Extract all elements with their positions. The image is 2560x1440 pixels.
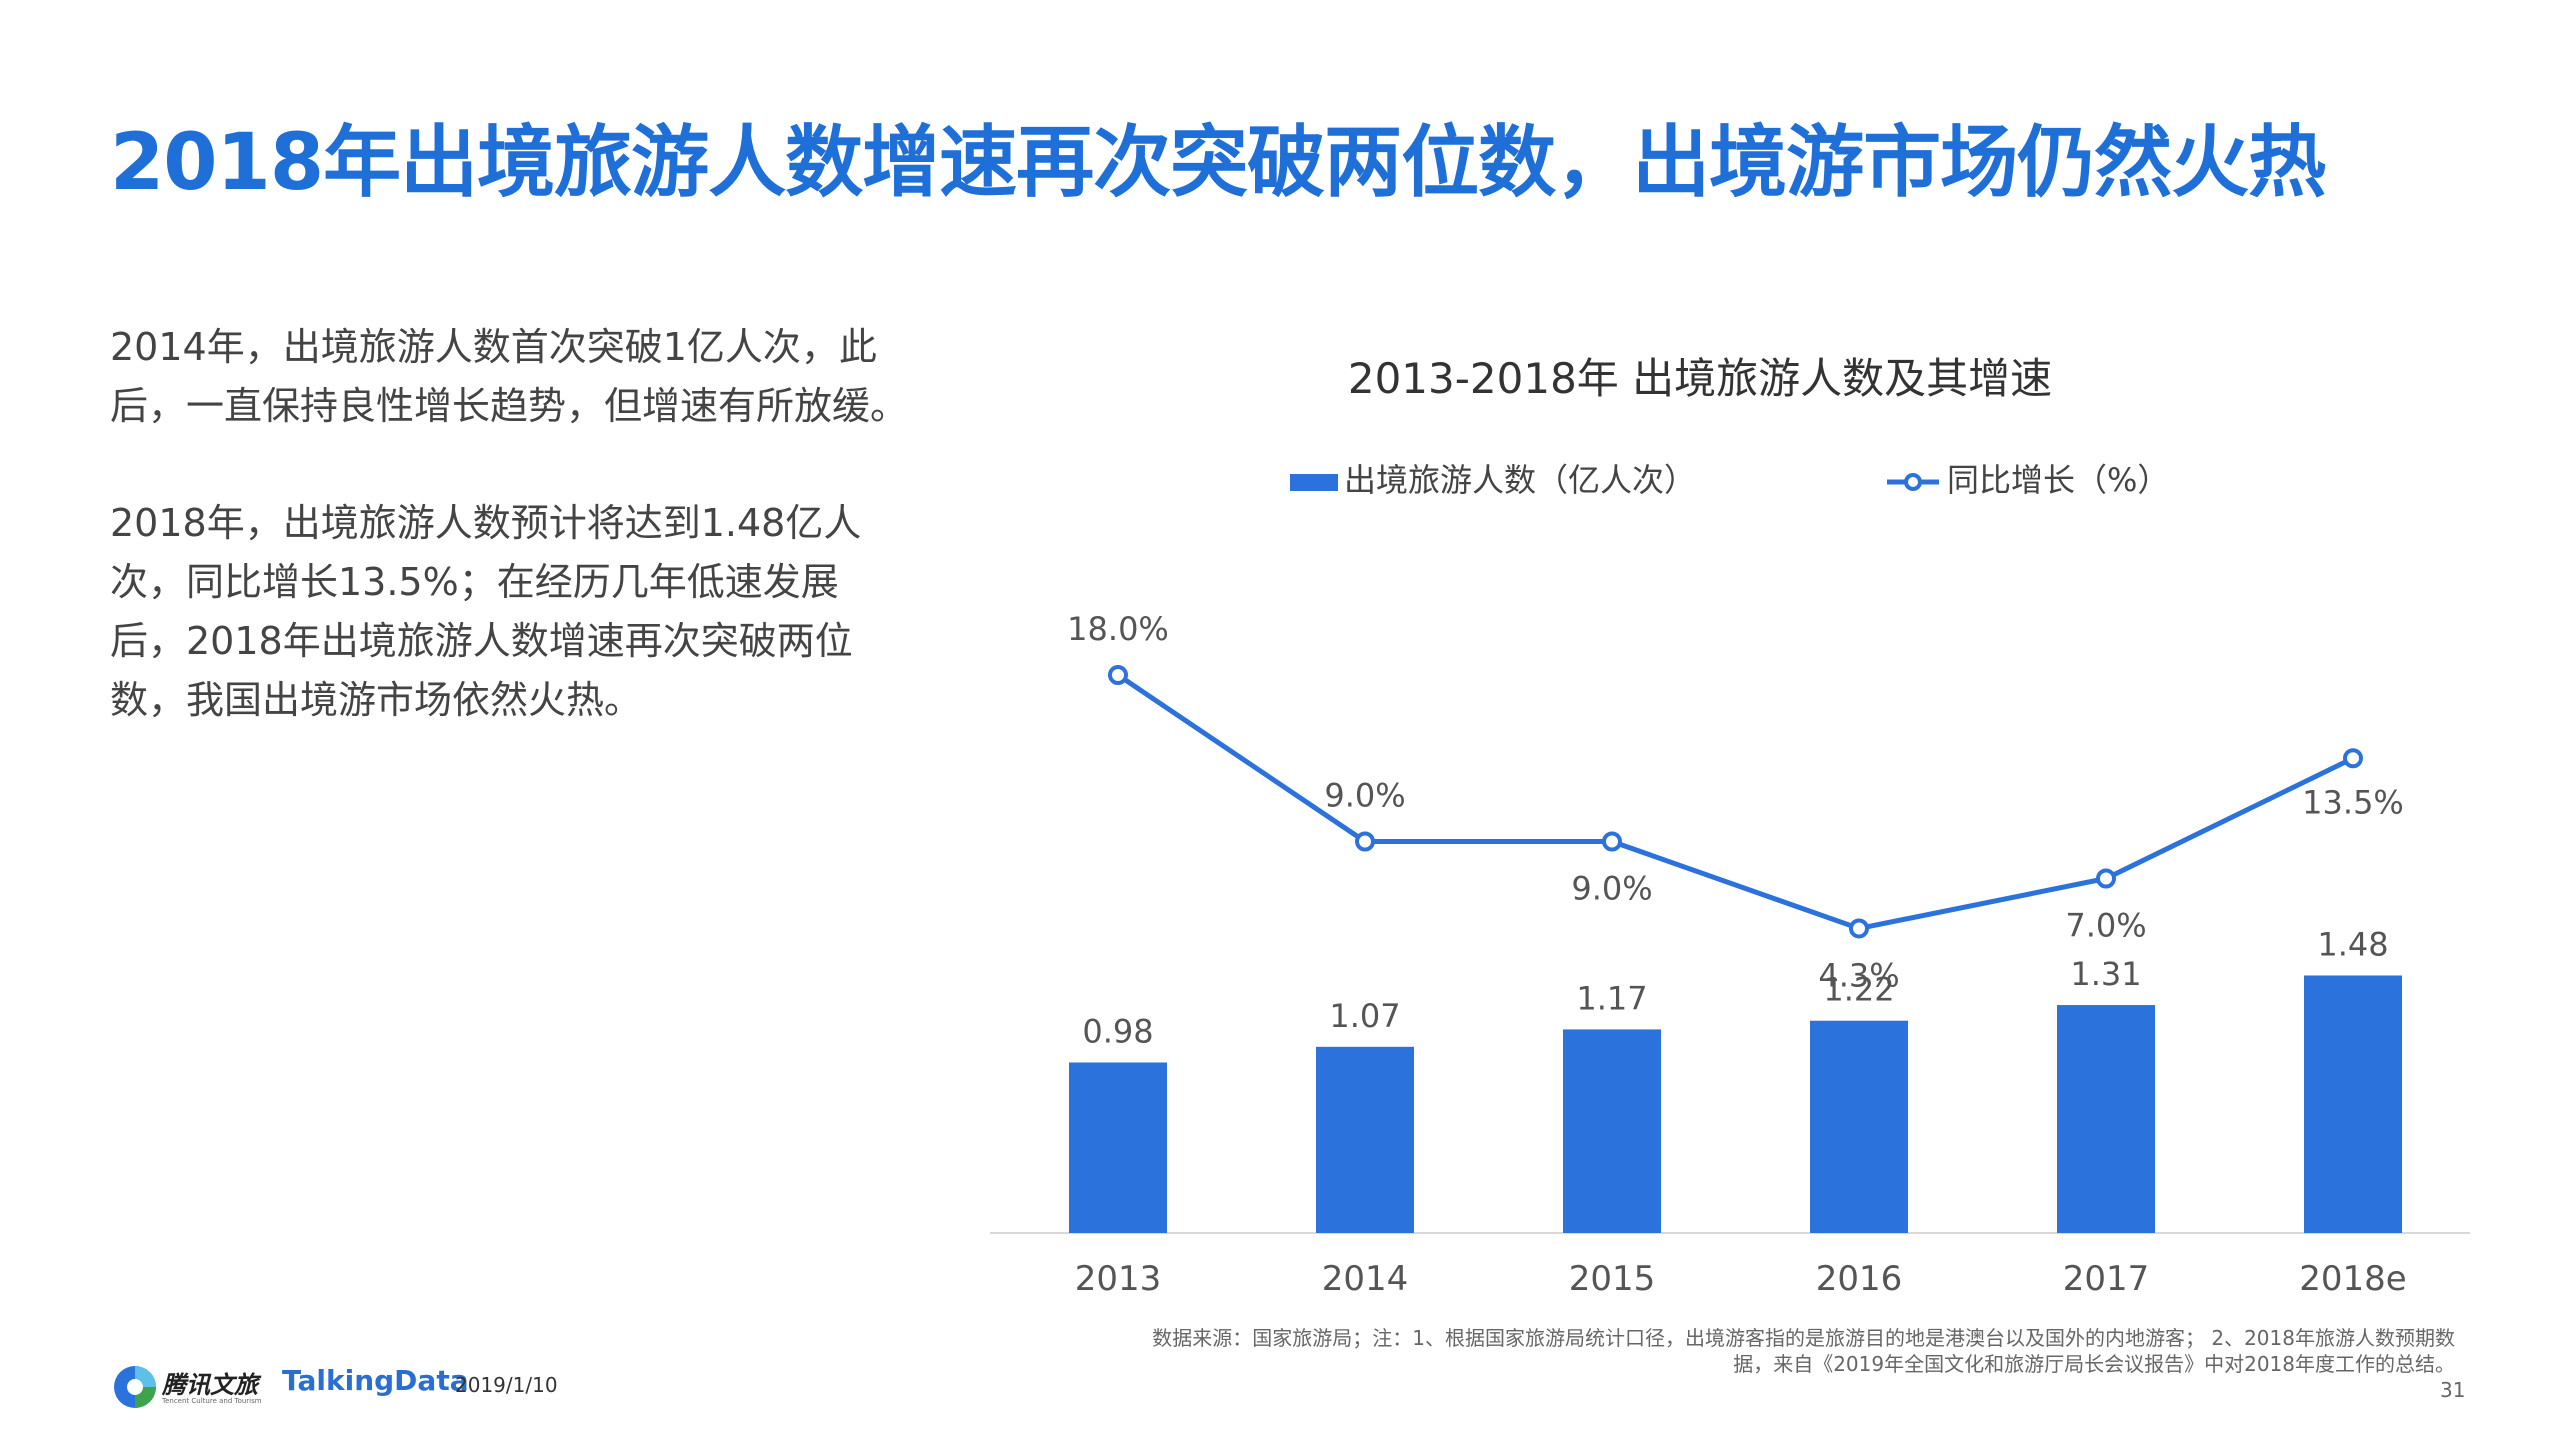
growth-point bbox=[2343, 748, 2363, 769]
bar-value-label: 1.22 bbox=[1823, 971, 1894, 1009]
page-title: 2018年出境旅游人数增速再次突破两位数，出境游市场仍然火热 bbox=[110, 118, 2326, 208]
x-tick-label: 2014 bbox=[1322, 1259, 1409, 1299]
growth-value-label: 13.5% bbox=[2302, 783, 2404, 821]
growth-value-label: 4.3% bbox=[1818, 956, 1899, 994]
bar-value-label: 0.98 bbox=[1082, 1012, 1153, 1050]
brand-talkingdata: TalkingData bbox=[282, 1364, 469, 1397]
growth-point bbox=[1602, 831, 1622, 852]
x-tick-label: 2018e bbox=[2299, 1259, 2406, 1299]
bar bbox=[1069, 1062, 1167, 1233]
x-tick-label: 2015 bbox=[1569, 1259, 1656, 1299]
legend-line-label: 同比增长（%） bbox=[1947, 461, 2170, 499]
paragraph-2: 2018年，出境旅游人数预计将达到1.48亿人次，同比增长13.5%；在经历几年… bbox=[110, 501, 862, 722]
legend-bar-label: 出境旅游人数（亿人次） bbox=[1344, 461, 1697, 499]
bar-value-label: 1.17 bbox=[1576, 979, 1647, 1017]
body-text: 2014年，出境旅游人数首次突破1亿人次，此后，一直保持良性增长趋势，但增速有所… bbox=[110, 318, 910, 788]
footer-date: 2019/1/10 bbox=[455, 1373, 558, 1397]
growth-point bbox=[1108, 665, 1128, 685]
legend-bar-swatch bbox=[1290, 473, 1338, 491]
growth-point bbox=[1355, 831, 1375, 852]
x-tick-label: 2016 bbox=[1816, 1259, 1903, 1299]
chart-title: 2013-2018年 出境旅游人数及其增速 bbox=[1347, 354, 2053, 403]
legend-item-bar: 出境旅游人数（亿人次） bbox=[1290, 455, 1696, 501]
bar bbox=[2304, 975, 2402, 1233]
bar bbox=[1810, 1020, 1908, 1233]
data-source-note: 数据来源：国家旅游局；注：1、根据国家旅游局统计口径，出境游客指的是旅游目的地是… bbox=[960, 1325, 2455, 1377]
tencent-culture-tourism-logo-icon bbox=[114, 1366, 156, 1408]
growth-value-label: 9.0% bbox=[1324, 777, 1405, 815]
bar-value-label: 1.48 bbox=[2317, 925, 2388, 963]
growth-value-label: 9.0% bbox=[1571, 870, 1652, 908]
growth-line bbox=[1116, 672, 2355, 931]
legend-line-marker bbox=[1887, 473, 1939, 491]
x-tick-label: 2017 bbox=[2063, 1259, 2150, 1299]
x-tick-label: 2013 bbox=[1075, 1259, 1162, 1299]
bar-value-label: 1.07 bbox=[1329, 997, 1400, 1035]
growth-point bbox=[2096, 868, 2116, 889]
growth-value-label: 18.0% bbox=[1067, 610, 1169, 648]
source-line-2: 据，来自《2019年全国文化和旅游厅局长会议报告》中对2018年度工作的总结。 bbox=[1733, 1352, 2455, 1376]
brand-tencent-culture-tourism: 腾讯文旅 bbox=[162, 1371, 258, 1399]
page-number: 31 bbox=[2440, 1378, 2466, 1402]
bar bbox=[2057, 1005, 2155, 1233]
growth-point bbox=[1849, 918, 1869, 939]
source-line-1: 数据来源：国家旅游局；注：1、根据国家旅游局统计口径，出境游客指的是旅游目的地是… bbox=[1152, 1326, 2455, 1350]
growth-value-label: 7.0% bbox=[2065, 907, 2146, 945]
brand-tencent-subtitle: Tencent Culture and Tourism bbox=[162, 1397, 262, 1405]
paragraph-1: 2014年，出境旅游人数首次突破1亿人次，此后，一直保持良性增长趋势，但增速有所… bbox=[110, 325, 909, 428]
bar bbox=[1563, 1029, 1661, 1233]
bar bbox=[1316, 1046, 1414, 1233]
bar-value-label: 1.31 bbox=[2070, 955, 2141, 993]
legend-item-line: 同比增长（%） bbox=[1885, 455, 2169, 501]
